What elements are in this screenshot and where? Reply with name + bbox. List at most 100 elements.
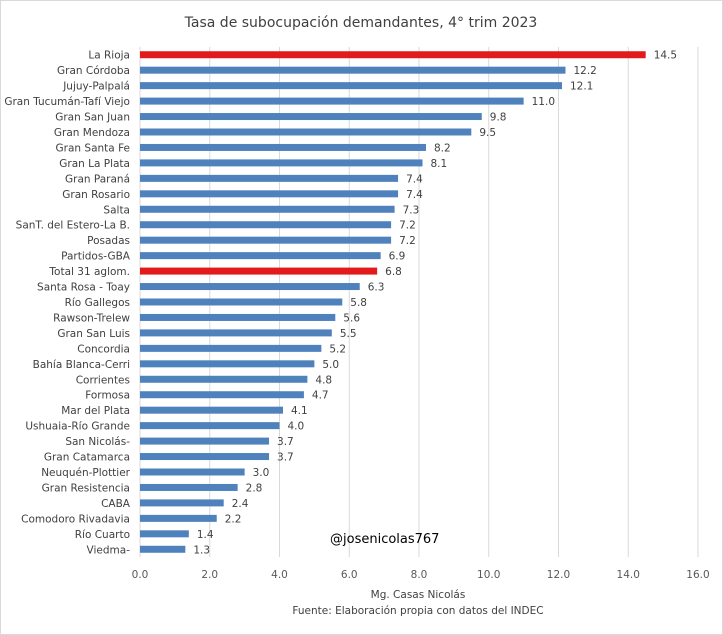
category-label: Gran San Luis — [57, 328, 130, 340]
value-label: 12.2 — [573, 65, 596, 77]
value-label: 5.8 — [350, 297, 367, 309]
value-label: 7.2 — [399, 235, 416, 247]
category-label: Total 31 aglom. — [48, 266, 130, 278]
category-label: San Nicolás- — [65, 436, 130, 448]
x-tick-label: 6.0 — [341, 569, 358, 581]
category-label: Gran Santa Fe — [56, 142, 130, 154]
value-label: 6.9 — [389, 251, 406, 263]
category-label: Viedma- — [87, 544, 131, 556]
chart-title: Tasa de subocupación demandantes, 4° tri… — [184, 15, 538, 31]
value-label: 5.0 — [322, 359, 339, 371]
bar — [140, 66, 566, 74]
value-labels: 14.5 12.2 12.1 11.0 9.8 9.5 8.2 8.1 7.4 7.4 7.3 7.2… — [193, 50, 677, 557]
bar — [140, 514, 217, 522]
x-axis-title: Mg. Casas Nicolás — [371, 589, 466, 601]
category-label: Corrientes — [76, 374, 130, 386]
bar — [140, 453, 270, 461]
bar — [140, 468, 245, 476]
bar — [140, 499, 224, 507]
bar — [140, 375, 308, 383]
x-tick-label: 12.0 — [547, 569, 570, 581]
value-label: 3.7 — [277, 436, 294, 448]
bar — [140, 252, 381, 260]
category-label: Gran Resistencia — [42, 482, 130, 494]
value-label: 6.8 — [385, 266, 402, 278]
value-label: 7.4 — [406, 173, 423, 185]
value-label: 4.0 — [288, 421, 305, 433]
bar — [140, 221, 392, 229]
source-note: Fuente: Elaboración propia con datos del… — [292, 605, 543, 617]
category-label: SanT. del Estero-La B. — [16, 220, 130, 232]
category-label: Jujuy-Palpalá — [62, 81, 130, 93]
bars-layer — [140, 51, 646, 553]
bar — [140, 205, 395, 213]
category-label: CABA — [101, 498, 131, 510]
x-tick-label: 2.0 — [201, 569, 218, 581]
value-label: 5.5 — [340, 328, 357, 340]
value-label: 4.1 — [291, 405, 308, 417]
bar — [140, 344, 322, 352]
x-tick-label: 4.0 — [271, 569, 288, 581]
category-label: Gran La Plata — [59, 158, 130, 170]
bar — [140, 530, 189, 538]
category-label: Gran San Juan — [55, 112, 130, 124]
watermark-handle: @josenicolas767 — [330, 532, 439, 547]
bar — [140, 329, 332, 337]
category-label: Gran Catamarca — [44, 452, 130, 464]
value-label: 6.3 — [368, 282, 385, 294]
value-label: 3.7 — [277, 452, 294, 464]
bar — [140, 406, 283, 414]
value-label: 9.5 — [479, 127, 496, 139]
bar — [140, 422, 280, 430]
value-label: 9.8 — [490, 112, 507, 124]
x-tick-label: 14.0 — [617, 569, 640, 581]
bar — [140, 267, 378, 275]
bar — [140, 313, 336, 321]
category-label: Concordia — [77, 343, 130, 355]
category-label: Ushuaia-Río Grande — [25, 421, 130, 433]
bar — [140, 143, 426, 151]
bar — [140, 190, 399, 198]
category-label: Partidos-GBA — [61, 251, 131, 263]
category-label: Salta — [103, 204, 130, 216]
category-label: Bahía Blanca-Cerri — [33, 359, 130, 371]
value-label: 1.4 — [197, 529, 214, 541]
bar — [140, 391, 304, 399]
bar — [140, 298, 343, 306]
category-label: Santa Rosa - Toay — [37, 282, 130, 294]
bar — [140, 51, 646, 59]
bar — [140, 437, 270, 445]
value-label: 2.2 — [225, 513, 242, 525]
value-label: 7.2 — [399, 220, 416, 232]
category-labels: La Rioja Gran Córdoba Jujuy-Palpalá Gran Tu… — [4, 50, 130, 557]
x-tick-label: 0.0 — [132, 569, 149, 581]
category-label: Comodoro Rivadavia — [21, 513, 130, 525]
category-label: Gran Mendoza — [54, 127, 130, 139]
x-tick-label: 8.0 — [411, 569, 428, 581]
bar — [140, 483, 238, 491]
value-label: 14.5 — [654, 50, 677, 62]
value-label: 2.4 — [232, 498, 249, 510]
value-label: 7.4 — [406, 189, 423, 201]
value-label: 1.3 — [193, 544, 210, 556]
bar — [140, 97, 524, 105]
category-label: Río Cuarto — [75, 529, 130, 541]
value-label: 8.1 — [430, 158, 447, 170]
bar — [140, 82, 562, 90]
value-label: 8.2 — [434, 142, 451, 154]
value-label: 4.7 — [312, 390, 329, 402]
bar — [140, 545, 186, 553]
bar — [140, 360, 315, 368]
bar — [140, 283, 360, 291]
x-tick-labels: 0.0 2.0 4.0 6.0 8.0 10.0 12.0 14.0 16.0 — [132, 569, 710, 581]
value-label: 4.8 — [315, 374, 332, 386]
category-label: Gran Tucumán-Tafí Viejo — [4, 96, 130, 108]
category-label: Neuquén-Plottier — [41, 467, 130, 479]
category-label: Gran Córdoba — [57, 65, 130, 77]
bar — [140, 174, 399, 182]
bar — [140, 128, 472, 136]
bar — [140, 236, 392, 244]
x-tick-label: 16.0 — [686, 569, 709, 581]
category-label: Mar del Plata — [61, 405, 130, 417]
